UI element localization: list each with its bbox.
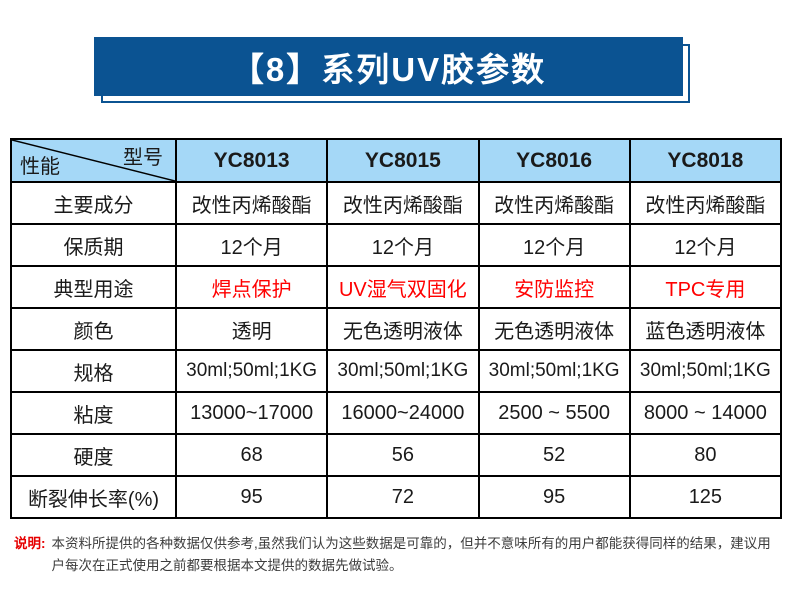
column-header-yc8018: YC8018 xyxy=(628,138,783,183)
column-header-yc8015: YC8015 xyxy=(326,138,480,183)
column-header-yc8013: YC8013 xyxy=(174,138,329,183)
table-row-shelf-life: 保质期 12个月 12个月 12个月 12个月 xyxy=(10,223,783,267)
cell-value: 焊点保护 xyxy=(174,265,329,309)
cell-value: 30ml;50ml;1KG xyxy=(326,349,480,393)
cell-value: 30ml;50ml;1KG xyxy=(628,349,783,393)
cell-value: 80 xyxy=(628,433,783,477)
cell-value: 95 xyxy=(174,475,329,519)
cell-value: 30ml;50ml;1KG xyxy=(477,349,631,393)
cell-value: 安防监控 xyxy=(477,265,631,309)
table-row-specification: 规格 30ml;50ml;1KG 30ml;50ml;1KG 30ml;50ml… xyxy=(10,349,783,393)
row-label: 硬度 xyxy=(10,433,177,477)
uv-glue-parameter-table: 型号 性能 YC8013 YC8015 YC8016 YC8018 主要成分 改… xyxy=(10,138,783,519)
table-row-viscosity: 粘度 13000~17000 16000~24000 2500 ~ 5500 8… xyxy=(10,391,783,435)
table-row-elongation-at-break: 断裂伸长率(%) 95 72 95 125 xyxy=(10,475,783,519)
table-row-typical-use: 典型用途 焊点保护 UV湿气双固化 安防监控 TPC专用 xyxy=(10,265,783,309)
cell-value: 2500 ~ 5500 xyxy=(477,391,631,435)
corner-header-cell: 型号 性能 xyxy=(10,138,177,183)
cell-value: 无色透明液体 xyxy=(477,307,631,351)
cell-value: 改性丙烯酸酯 xyxy=(477,181,631,225)
row-label: 主要成分 xyxy=(10,181,177,225)
disclaimer-note: 说明: 本资料所提供的各种数据仅供参考,虽然我们认为这些数据是可靠的，但并不意味… xyxy=(14,533,776,576)
cell-value: 56 xyxy=(326,433,480,477)
corner-label-property: 性能 xyxy=(20,156,60,178)
column-header-yc8016: YC8016 xyxy=(477,138,631,183)
cell-value: 改性丙烯酸酯 xyxy=(174,181,329,225)
row-label: 保质期 xyxy=(10,223,177,267)
note-label: 说明: xyxy=(14,536,46,551)
cell-value: 13000~17000 xyxy=(174,391,329,435)
title-banner: 【8】系列UV胶参数 xyxy=(94,37,690,103)
row-label: 断裂伸长率(%) xyxy=(10,475,177,519)
cell-value: 改性丙烯酸酯 xyxy=(326,181,480,225)
table-row-main-composition: 主要成分 改性丙烯酸酯 改性丙烯酸酯 改性丙烯酸酯 改性丙烯酸酯 xyxy=(10,181,783,225)
diagonal-divider xyxy=(13,141,174,180)
note-text: 本资料所提供的各种数据仅供参考,虽然我们认为这些数据是可靠的，但并不意味所有的用… xyxy=(51,536,771,573)
cell-value: 12个月 xyxy=(628,223,783,267)
cell-value: 无色透明液体 xyxy=(326,307,480,351)
cell-value: 蓝色透明液体 xyxy=(628,307,783,351)
cell-value: 12个月 xyxy=(477,223,631,267)
cell-value: 30ml;50ml;1KG xyxy=(174,349,329,393)
cell-value: 16000~24000 xyxy=(326,391,480,435)
cell-value: 12个月 xyxy=(326,223,480,267)
cell-value: TPC专用 xyxy=(628,265,783,309)
row-label: 规格 xyxy=(10,349,177,393)
cell-value: 透明 xyxy=(174,307,329,351)
page-title: 【8】系列UV胶参数 xyxy=(230,50,547,88)
cell-value: 95 xyxy=(477,475,631,519)
table-row-color: 颜色 透明 无色透明液体 无色透明液体 蓝色透明液体 xyxy=(10,307,783,351)
table-row-hardness: 硬度 68 56 52 80 xyxy=(10,433,783,477)
cell-value: 8000 ~ 14000 xyxy=(628,391,783,435)
row-label: 粘度 xyxy=(10,391,177,435)
banner-background: 【8】系列UV胶参数 xyxy=(94,37,683,96)
cell-value: 改性丙烯酸酯 xyxy=(628,181,783,225)
corner-label-model: 型号 xyxy=(123,147,163,169)
header-row: 型号 性能 YC8013 YC8015 YC8016 YC8018 xyxy=(10,138,783,183)
row-label: 典型用途 xyxy=(10,265,177,309)
cell-value: 72 xyxy=(326,475,480,519)
cell-value: 52 xyxy=(477,433,631,477)
cell-value: 68 xyxy=(174,433,329,477)
cell-value: UV湿气双固化 xyxy=(326,265,480,309)
row-label: 颜色 xyxy=(10,307,177,351)
cell-value: 125 xyxy=(628,475,783,519)
cell-value: 12个月 xyxy=(174,223,329,267)
